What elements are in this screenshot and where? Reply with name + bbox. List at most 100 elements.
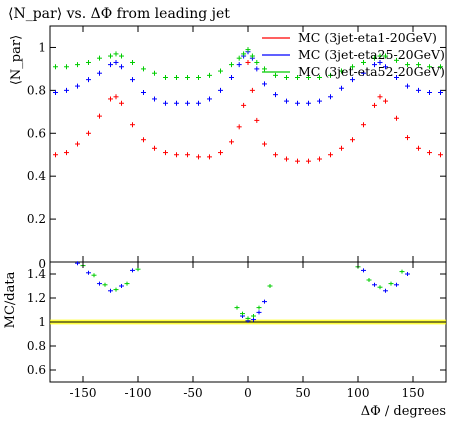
x-axis-label: ΔΦ / degrees [361,404,446,419]
data-point [273,92,278,98]
data-point [377,59,383,65]
x-tick-label: -50 [183,386,202,400]
top-y-axis-label: ⟨N_par⟩ [9,35,24,85]
data-point [372,102,377,108]
data-point [383,64,388,70]
ratio-point [108,288,113,293]
ratio-point [86,270,91,275]
ratio-y-tick-label: 0.6 [27,363,46,377]
data-point [86,59,91,65]
data-point [339,68,344,74]
data-point [372,55,377,61]
data-point [427,150,432,156]
x-tick-label: 100 [347,386,370,400]
data-point [416,87,421,93]
data-point [245,59,251,65]
data-point [97,70,102,76]
data-point [249,53,255,59]
ratio-point [102,282,108,287]
data-point [427,90,432,96]
data-point [75,141,80,147]
top-y-ticks: 0.2 0.4 0.6 0.8 1 [27,40,446,226]
data-point [394,57,399,63]
data-point [64,150,69,156]
data-point [284,98,289,104]
ratio-y-tick-label-top: 0 [38,257,46,271]
data-point [317,156,322,162]
x-tick-label: -100 [125,386,152,400]
ratio-point [267,284,273,288]
data-point [174,152,179,158]
data-point [306,158,311,164]
data-point [152,70,157,76]
data-point [245,47,251,53]
data-point [119,100,124,106]
data-point [75,62,80,68]
data-point [262,81,267,87]
data-point [163,100,168,106]
data-point [254,59,260,65]
data-point [185,152,190,158]
data-point [394,74,399,80]
data-point [53,152,58,158]
data-point [328,94,333,100]
data-point [130,77,135,83]
data-point [416,145,421,151]
ratio-point [251,314,256,318]
legend-item: MC (3jet-eta1-20GeV) [262,30,437,45]
data-point [262,66,267,72]
data-point [53,90,58,96]
data-point [64,87,69,93]
data-point [229,74,234,80]
data-point [119,53,124,59]
ratio-data-marks [75,261,410,323]
data-point [141,137,146,143]
data-point [97,113,102,119]
data-point [86,130,91,136]
data-point [295,158,300,164]
data-point [218,87,223,93]
ratio-point [234,305,240,310]
data-point [394,115,399,121]
data-point [241,51,247,57]
data-point [405,62,410,68]
data-point [416,62,421,68]
x-tick-label: 50 [295,386,310,400]
x-ticks: -150 -100 -50 0 50 100 150 [70,26,424,400]
ratio-point [372,282,377,287]
data-point [361,122,366,128]
data-point [229,62,234,68]
data-point [108,96,113,102]
data-point [350,137,355,143]
data-point [405,83,410,89]
data-point [130,59,135,65]
x-tick-label: 0 [244,386,252,400]
data-point [317,74,322,80]
ratio-y-tick-label: 1.2 [27,291,46,305]
data-point [174,74,179,80]
data-point [236,55,242,61]
ratio-point [97,281,102,286]
data-point [350,64,355,70]
ratio-point [251,317,256,322]
data-point [383,53,388,59]
ratio-point [366,278,372,282]
data-point [306,100,311,106]
ratio-point [394,282,399,287]
data-point [241,102,247,108]
data-point [75,83,80,89]
data-point [152,145,157,151]
ratio-point [91,273,97,278]
x-tick-label: -150 [70,386,97,400]
data-point [273,72,278,78]
data-point [254,117,260,123]
data-point [328,152,333,158]
top-y-tick-label: 0.2 [27,212,46,226]
ratio-point [130,268,135,273]
data-point [86,77,91,83]
data-point [438,64,443,70]
data-point [185,74,190,80]
ratio-y-tick-label: 0.8 [27,339,46,353]
data-point [427,64,432,70]
